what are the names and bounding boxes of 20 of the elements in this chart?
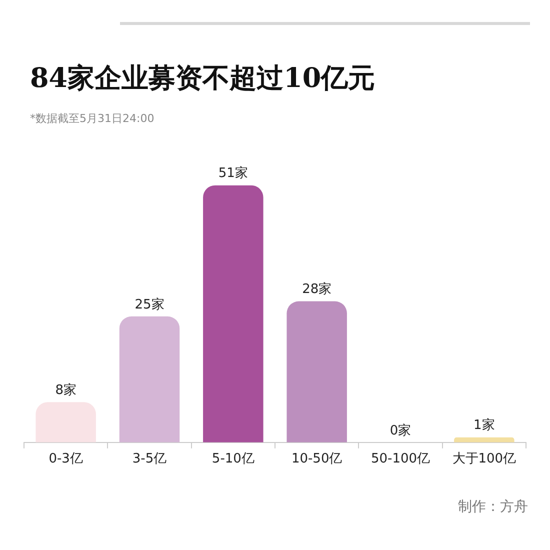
data-label: 51家 — [218, 165, 248, 182]
data-label: 25家 — [134, 296, 164, 312]
x-tick-label: 10-50亿 — [291, 452, 342, 467]
chart-title: 84家企业募资不超过10亿元 — [30, 62, 376, 96]
text: 制作：方舟 — [458, 498, 528, 517]
bar — [286, 301, 347, 442]
x-tick-label: 大于100亿 — [452, 452, 516, 467]
bar — [454, 437, 514, 442]
data-label: 1家 — [474, 417, 495, 434]
data-label: 8家 — [55, 382, 76, 398]
data-label: 28家 — [302, 281, 332, 298]
x-tick-label: 3-5亿 — [132, 452, 167, 467]
x-tick-label: 50-100亿 — [370, 452, 430, 467]
bar — [203, 185, 264, 442]
data-label: 0家 — [390, 422, 412, 438]
x-tick-label: 5-10亿 — [212, 452, 254, 467]
bar — [119, 316, 180, 442]
x-tick-label: 0-3亿 — [48, 452, 83, 467]
chart-subtitle: *数据截至5月31日24:00 — [30, 111, 154, 126]
bar — [36, 402, 96, 442]
